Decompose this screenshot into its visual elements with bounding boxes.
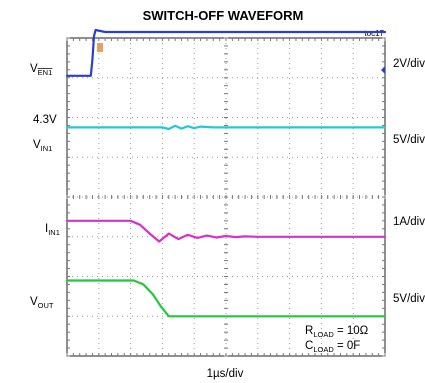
label-vin1-level: 4.3V — [33, 114, 57, 126]
scale-iin1: 1A/div — [393, 216, 425, 228]
trace-vin1 — [65, 124, 387, 131]
scale-vout: 5V/div — [393, 293, 425, 305]
label-vin1: VIN1 — [33, 139, 52, 153]
trace-vout — [65, 279, 387, 318]
annotation-rload: RLOAD = 10Ω — [305, 325, 369, 339]
trigger-marker — [97, 43, 103, 52]
trace-iin1 — [65, 219, 387, 243]
label-iin1: IIN1 — [45, 223, 60, 237]
chart-title: SWITCH-OFF WAVEFORM — [143, 8, 304, 23]
ven1-right-marker-icon — [381, 66, 385, 74]
scale-ven1: 2V/div — [393, 58, 425, 70]
scale-vin1: 5V/div — [393, 134, 425, 146]
annotation-cload: CLOAD = 0F — [305, 340, 360, 354]
label-vout: VOUT — [30, 296, 54, 310]
traces — [65, 28, 387, 318]
trace-ven1 — [65, 28, 387, 77]
label-ven1: VEN1 — [30, 63, 52, 77]
figure-id: toc17 — [364, 29, 384, 38]
grid — [66, 37, 386, 357]
x-axis-label: 1µs/div — [207, 368, 244, 380]
